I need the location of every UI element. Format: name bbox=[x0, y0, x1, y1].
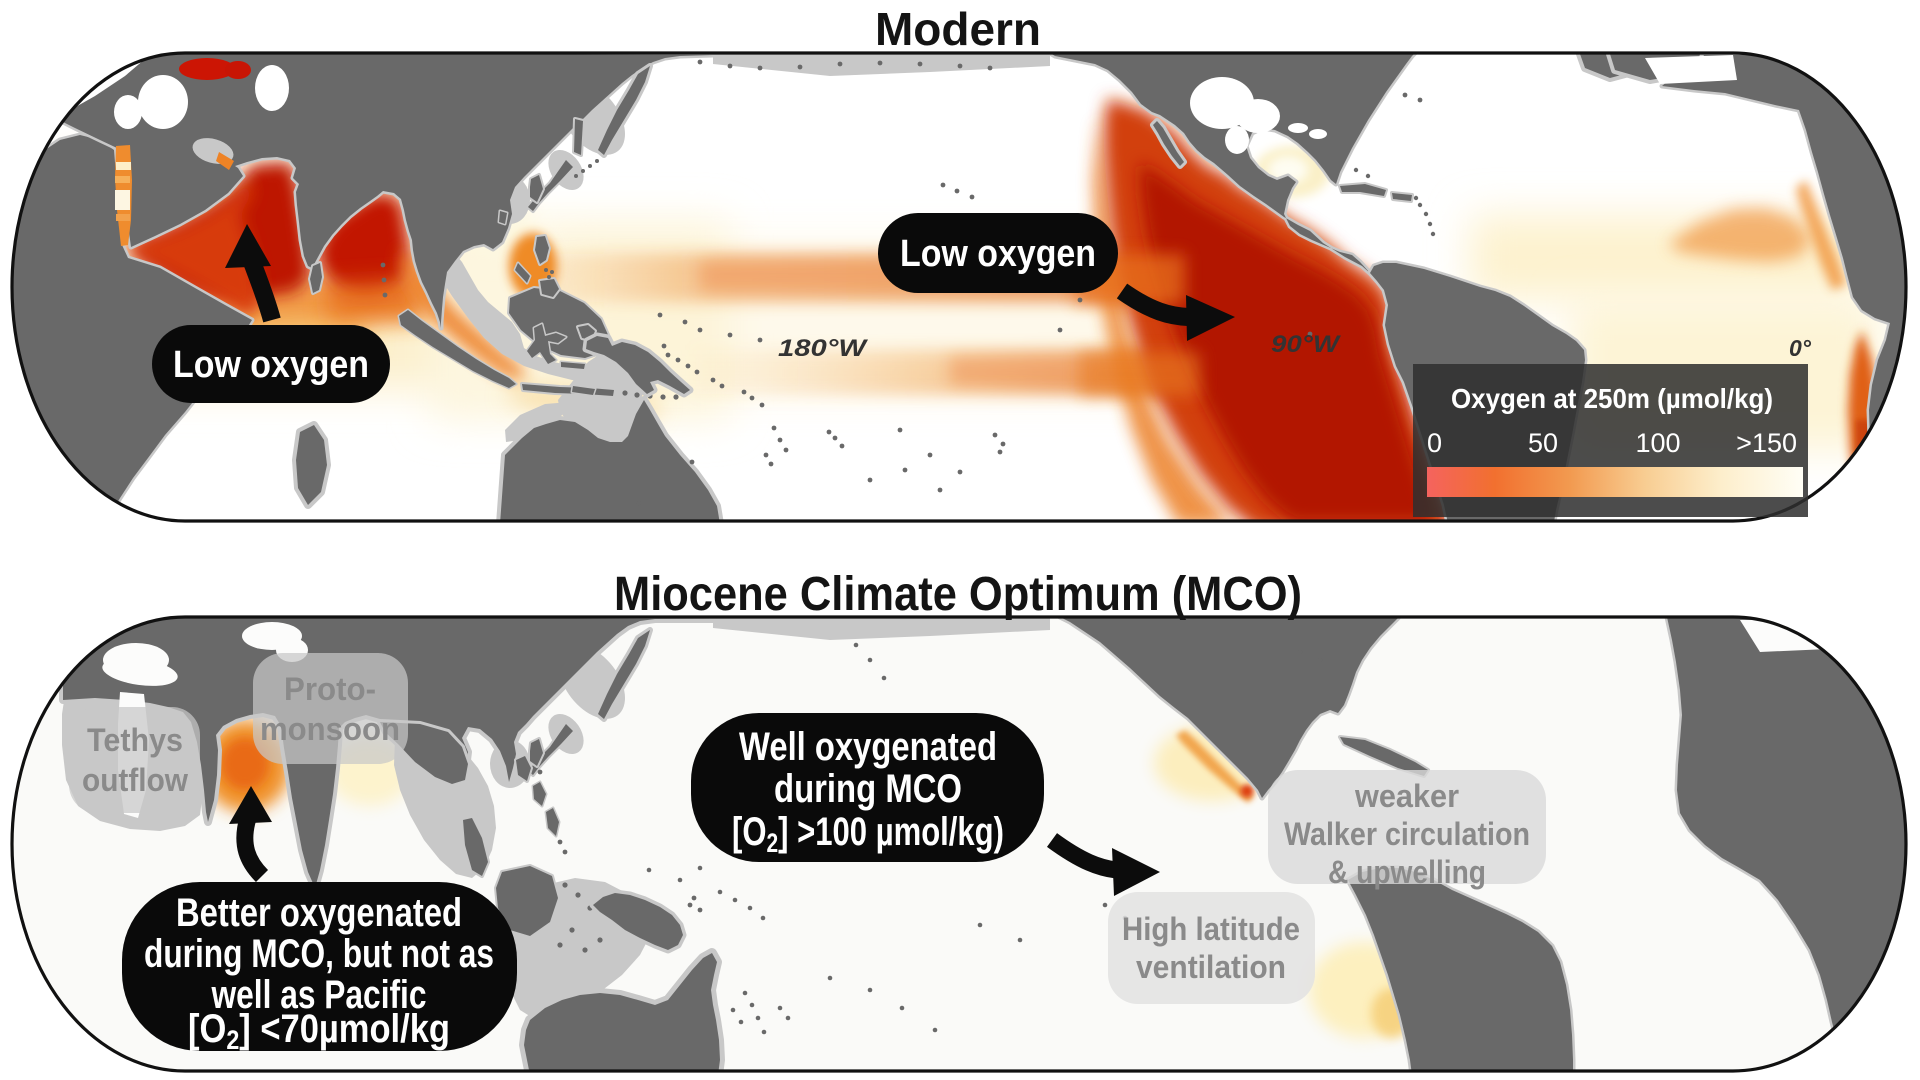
svg-text:well as Pacific: well as Pacific bbox=[211, 973, 427, 1017]
svg-text:90°W: 90°W bbox=[1271, 331, 1342, 358]
svg-text:100: 100 bbox=[1635, 428, 1680, 458]
svg-text:Tethys: Tethys bbox=[87, 722, 183, 758]
svg-text:monsoon: monsoon bbox=[260, 711, 400, 747]
svg-text:Well oxygenated: Well oxygenated bbox=[739, 725, 997, 769]
svg-text:& upwelling: & upwelling bbox=[1328, 854, 1486, 890]
svg-text:Modern: Modern bbox=[875, 3, 1041, 55]
svg-text:ventilation: ventilation bbox=[1136, 949, 1286, 985]
svg-text:50: 50 bbox=[1528, 428, 1558, 458]
svg-text:>150: >150 bbox=[1736, 428, 1797, 458]
svg-text:outflow: outflow bbox=[82, 762, 188, 798]
svg-text:Proto-: Proto- bbox=[284, 671, 376, 707]
svg-text:0: 0 bbox=[1427, 428, 1442, 458]
svg-text:during MCO, but not as: during MCO, but not as bbox=[144, 932, 494, 976]
svg-text:during MCO: during MCO bbox=[774, 767, 962, 811]
svg-text:[O2] >100 µmol/kg): [O2] >100 µmol/kg) bbox=[732, 810, 1004, 858]
svg-text:Oxygen at 250m (µmol/kg): Oxygen at 250m (µmol/kg) bbox=[1451, 383, 1773, 414]
svg-text:Low oxygen: Low oxygen bbox=[900, 233, 1096, 275]
svg-text:180°W: 180°W bbox=[778, 335, 869, 362]
svg-text:Miocene Climate Optimum (MCO): Miocene Climate Optimum (MCO) bbox=[614, 568, 1302, 621]
svg-text:High latitude: High latitude bbox=[1122, 911, 1300, 947]
svg-text:Walker circulation: Walker circulation bbox=[1284, 816, 1530, 852]
svg-text:Better oxygenated: Better oxygenated bbox=[176, 891, 462, 935]
svg-text:Low oxygen: Low oxygen bbox=[173, 344, 369, 386]
svg-text:0°: 0° bbox=[1789, 335, 1812, 361]
svg-text:weaker: weaker bbox=[1354, 778, 1459, 814]
